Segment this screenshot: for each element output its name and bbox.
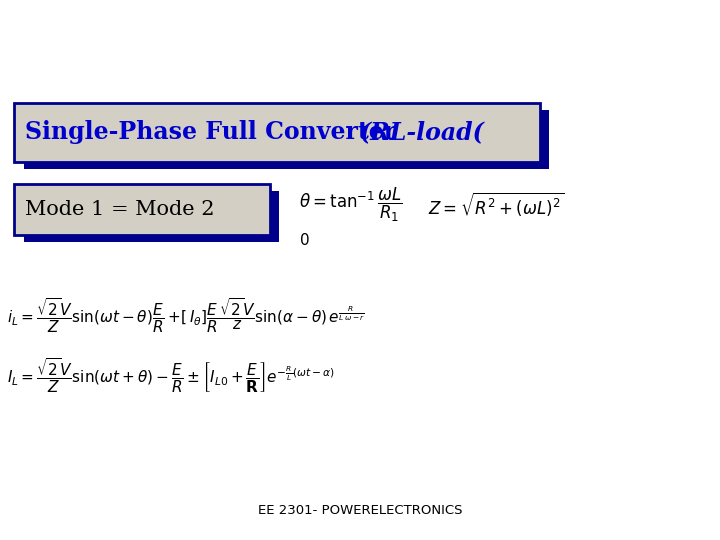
Text: EE 2301- POWERELECTRONICS: EE 2301- POWERELECTRONICS (258, 504, 462, 517)
FancyBboxPatch shape (14, 184, 270, 235)
Text: Single-Phase Full Converter: Single-Phase Full Converter (25, 120, 405, 144)
Text: $\theta = \tan^{-1}\dfrac{\omega L}{R_1}$: $\theta = \tan^{-1}\dfrac{\omega L}{R_1}… (299, 186, 402, 224)
Text: Mode 1 = Mode 2: Mode 1 = Mode 2 (25, 200, 215, 219)
FancyBboxPatch shape (24, 191, 279, 242)
Text: $I_L = \dfrac{\sqrt{2}V}{Z}\sin(\omega t + \theta)- \dfrac{E}{R} \pm \left[I_{L0: $I_L = \dfrac{\sqrt{2}V}{Z}\sin(\omega t… (7, 356, 336, 395)
Text: (RL-load(: (RL-load( (360, 120, 485, 144)
Text: $i_L = \dfrac{\sqrt{2}V}{Z}\sin(\omega t - \theta)\dfrac{E}{R}+ \!\left[\,I_{\th: $i_L = \dfrac{\sqrt{2}V}{Z}\sin(\omega t… (7, 296, 366, 335)
Text: $0$: $0$ (299, 232, 310, 248)
Text: $Z = \sqrt{R^2+(\omega L)^2}$: $Z = \sqrt{R^2+(\omega L)^2}$ (428, 191, 564, 219)
FancyBboxPatch shape (24, 110, 549, 169)
FancyBboxPatch shape (14, 103, 540, 162)
